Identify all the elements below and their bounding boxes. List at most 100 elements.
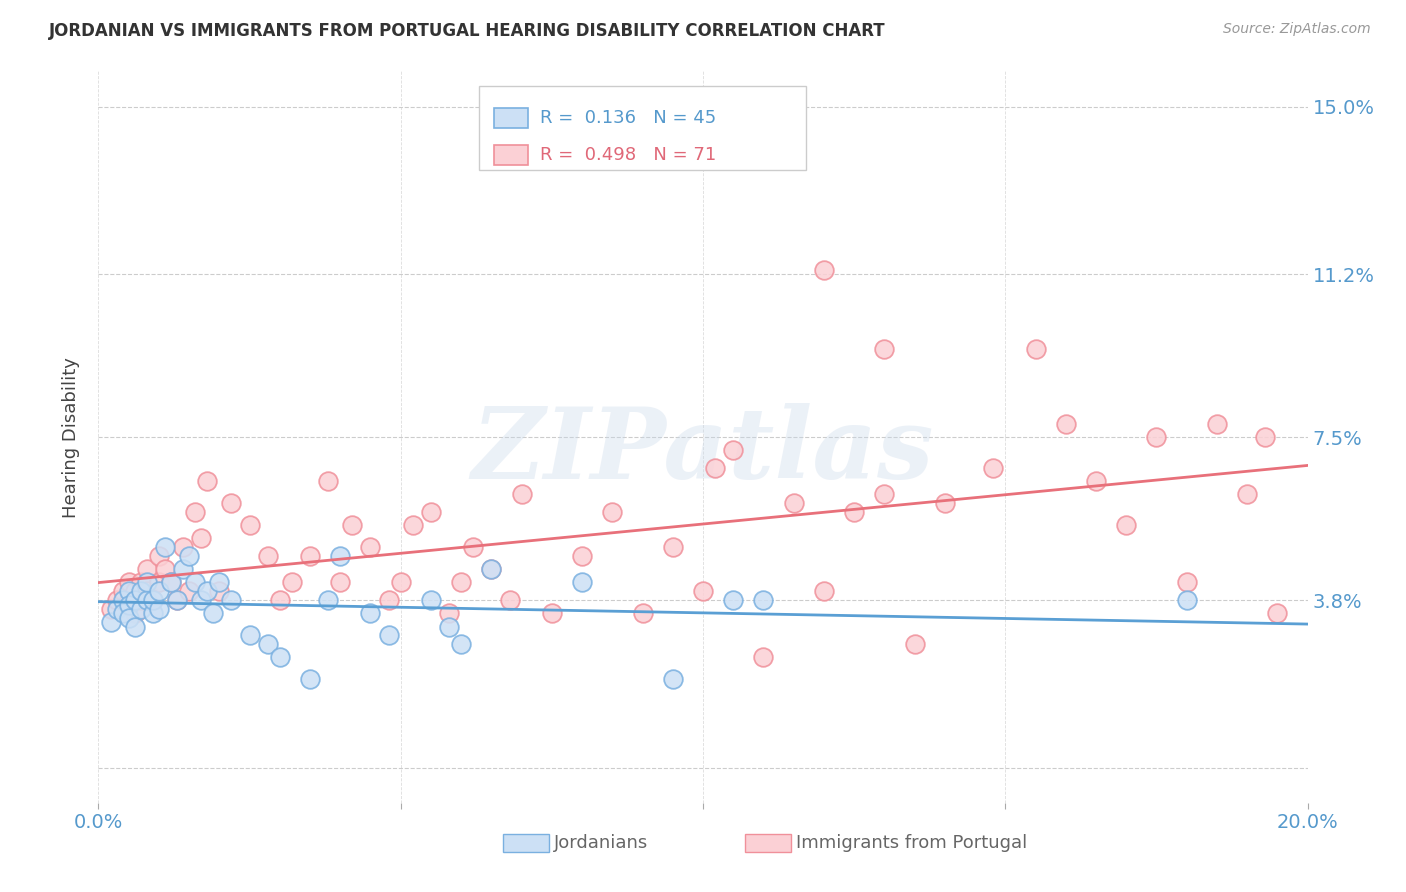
Point (316, 474, 339, 488)
Point (299, 549, 322, 563)
Point (190, 593, 212, 607)
Point (111, 607, 134, 621)
Point (1144, 430, 1167, 444)
Point (316, 593, 339, 607)
Point (437, 607, 460, 621)
Point (481, 562, 503, 576)
Point (813, 262, 835, 277)
Point (752, 650, 775, 665)
Point (360, 607, 382, 621)
Point (142, 593, 165, 607)
FancyBboxPatch shape (503, 834, 550, 852)
Point (631, 607, 654, 621)
Point (148, 575, 170, 590)
Text: JORDANIAN VS IMMIGRANTS FROM PORTUGAL HEARING DISABILITY CORRELATION CHART: JORDANIAN VS IMMIGRANTS FROM PORTUGAL HE… (49, 22, 886, 40)
Point (704, 461, 727, 475)
Point (269, 593, 291, 607)
Point (450, 637, 472, 651)
Point (160, 575, 183, 590)
Point (1115, 518, 1137, 533)
Point (389, 575, 412, 590)
Point (661, 540, 683, 554)
Point (118, 584, 141, 599)
Point (142, 593, 165, 607)
Point (184, 505, 207, 519)
Text: R =  0.136   N = 45: R = 0.136 N = 45 (540, 109, 716, 127)
Point (221, 593, 243, 607)
Point (402, 518, 425, 533)
Y-axis label: Hearing Disability: Hearing Disability (62, 357, 80, 517)
Point (1175, 575, 1198, 590)
Point (105, 593, 128, 607)
Point (135, 584, 157, 599)
Point (329, 575, 352, 590)
Point (124, 607, 146, 621)
Point (100, 615, 122, 629)
Point (195, 584, 218, 599)
Point (153, 540, 176, 554)
Point (111, 584, 134, 599)
Point (571, 575, 593, 590)
Point (190, 532, 212, 546)
FancyBboxPatch shape (745, 834, 792, 852)
Point (129, 584, 152, 599)
Point (256, 637, 278, 651)
Point (239, 628, 262, 642)
Point (166, 593, 188, 607)
Point (510, 487, 533, 501)
Point (160, 575, 183, 590)
Point (118, 598, 141, 612)
Point (124, 593, 146, 607)
Point (100, 602, 122, 616)
Point (299, 673, 322, 687)
Point (221, 496, 243, 510)
Point (1206, 417, 1229, 431)
Point (195, 474, 218, 488)
Point (129, 593, 152, 607)
Point (873, 487, 896, 501)
Point (111, 593, 134, 607)
Point (135, 562, 157, 576)
Point (166, 593, 188, 607)
Point (179, 584, 201, 599)
Point (256, 549, 278, 563)
Point (124, 619, 146, 633)
FancyBboxPatch shape (494, 108, 527, 128)
Point (481, 562, 503, 576)
Point (135, 593, 157, 607)
Point (239, 518, 262, 533)
Point (184, 575, 207, 590)
Point (377, 593, 399, 607)
Text: ZIPatlas: ZIPatlas (472, 403, 934, 500)
Point (1175, 593, 1198, 607)
Point (329, 549, 352, 563)
Point (981, 461, 1004, 475)
Point (208, 584, 231, 599)
Point (118, 611, 141, 625)
Point (723, 443, 745, 458)
Point (124, 584, 146, 599)
FancyBboxPatch shape (494, 145, 527, 165)
Point (692, 584, 714, 599)
Point (1024, 342, 1046, 356)
Point (813, 584, 835, 599)
Point (135, 575, 157, 590)
Point (498, 593, 520, 607)
Point (450, 575, 472, 590)
Text: Jordanians: Jordanians (554, 834, 648, 852)
Point (1236, 487, 1258, 501)
Point (208, 575, 231, 590)
Point (1085, 474, 1108, 488)
Text: Immigrants from Portugal: Immigrants from Portugal (796, 834, 1028, 852)
Point (934, 496, 956, 510)
Point (148, 602, 170, 616)
Point (129, 575, 152, 590)
Point (540, 607, 562, 621)
FancyBboxPatch shape (479, 86, 806, 170)
Text: Source: ZipAtlas.com: Source: ZipAtlas.com (1223, 22, 1371, 37)
Point (148, 584, 170, 599)
Point (269, 650, 291, 665)
Point (148, 549, 170, 563)
Point (873, 342, 896, 356)
Point (153, 562, 176, 576)
